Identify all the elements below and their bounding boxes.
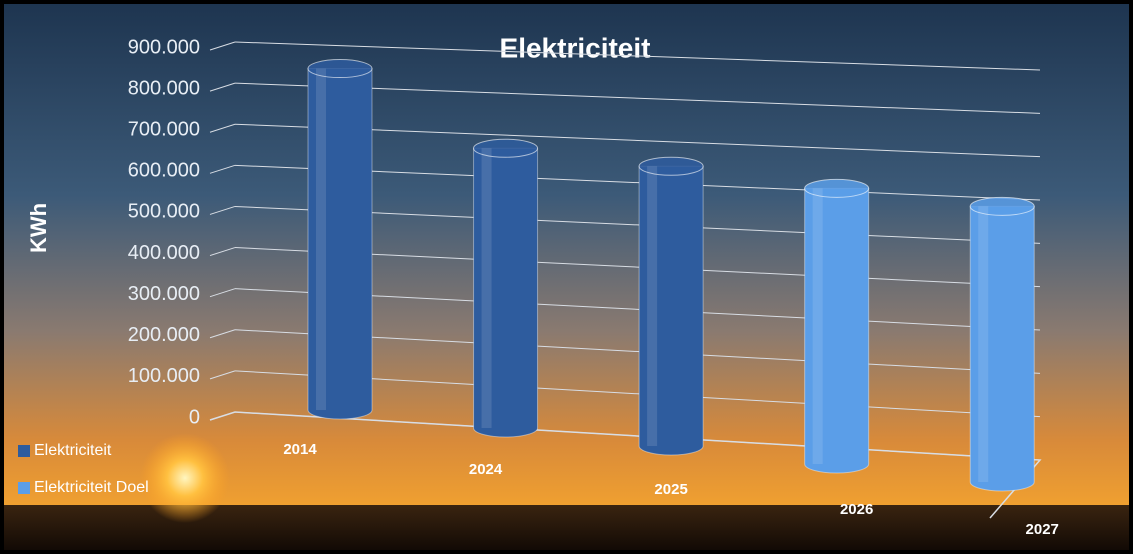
bar-top	[969, 196, 1035, 216]
bar-highlight	[647, 166, 658, 446]
grid-line	[209, 288, 236, 298]
grid-line	[209, 123, 236, 133]
bar	[307, 68, 373, 420]
bar	[804, 187, 870, 474]
bar-top	[638, 156, 704, 176]
y-tick-label: 700.000	[128, 119, 200, 141]
x-tick-label: 2025	[654, 481, 687, 498]
grid-line	[209, 164, 236, 174]
cylinder	[804, 178, 870, 474]
y-tick-label: 800.000	[128, 77, 200, 99]
grid-line	[209, 370, 236, 380]
y-tick-label: 300.000	[128, 283, 200, 305]
bar-highlight	[812, 188, 823, 465]
bar-top	[307, 59, 373, 79]
sun	[140, 433, 230, 523]
y-tick-label: 900.000	[128, 36, 200, 58]
legend-swatch	[18, 445, 30, 457]
bar-top	[473, 138, 539, 158]
x-tick-label: 2024	[469, 461, 503, 478]
bar-highlight	[481, 148, 492, 428]
x-tick-label: 2014	[283, 441, 317, 458]
y-tick-label: 600.000	[128, 160, 200, 182]
y-tick-label: 500.000	[128, 201, 200, 223]
y-tick-label: 100.000	[128, 365, 200, 387]
cylinder	[638, 156, 704, 456]
bar	[969, 205, 1035, 492]
bar-top	[804, 178, 870, 198]
grid-line	[209, 247, 236, 257]
grid-line	[209, 82, 236, 92]
y-tick-label: 0	[189, 406, 200, 428]
legend-swatch	[18, 482, 30, 494]
bar	[473, 147, 539, 438]
y-tick-label: 200.000	[128, 324, 200, 346]
legend-label: Elektriciteit	[34, 442, 112, 459]
grid-line	[209, 205, 236, 215]
chart-title: Elektriciteit	[500, 32, 651, 63]
grid-line	[234, 41, 1041, 71]
x-tick-label: 2026	[840, 501, 873, 518]
grid-line	[209, 41, 236, 51]
bar-highlight	[978, 206, 989, 483]
x-tick-label: 2027	[1026, 521, 1059, 538]
bar-highlight	[316, 68, 326, 411]
legend-label: Elektriciteit Doel	[34, 479, 149, 496]
cylinder	[473, 138, 539, 438]
bar	[638, 165, 704, 456]
y-tick-label: 400.000	[128, 242, 200, 264]
cylinder	[307, 59, 373, 420]
y-axis-label: KWh	[26, 203, 51, 253]
cylinder	[969, 196, 1035, 492]
grid-line	[209, 329, 236, 339]
